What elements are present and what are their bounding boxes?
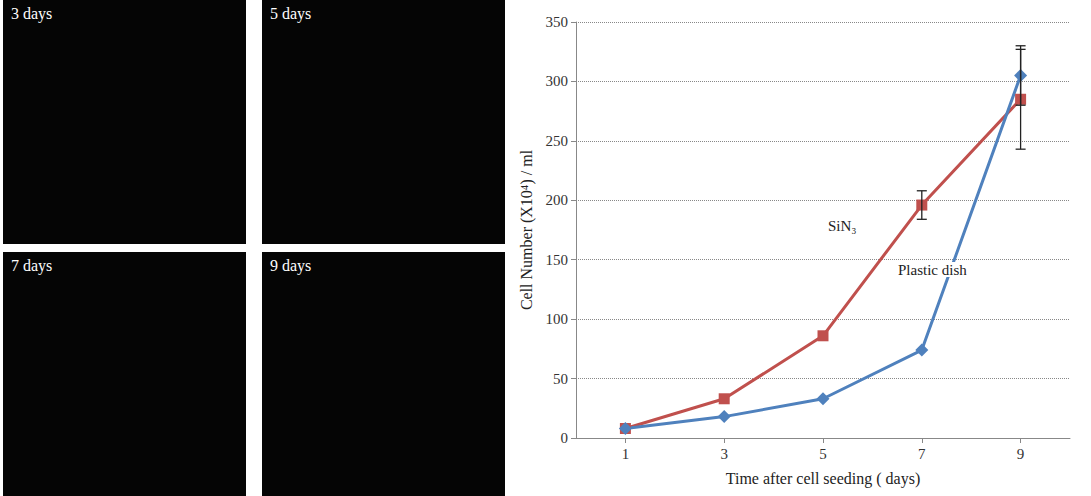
svg-text:3: 3: [720, 446, 728, 462]
html-text:9 days: 9 days: [270, 257, 312, 274]
svg-text:Cell Number (X10⁴) / ml: Cell Number (X10⁴) / ml: [518, 149, 536, 310]
html-text:3 days: 3 days: [11, 5, 53, 22]
svg-text:Plastic dish: Plastic dish: [898, 262, 967, 278]
svg-text:SiN₃: SiN₃: [828, 218, 857, 234]
svg-text:200: 200: [546, 192, 569, 208]
html-text:7 days: 7 days: [11, 257, 53, 274]
svg-text:300: 300: [546, 73, 569, 89]
svg-text:100: 100: [546, 311, 569, 327]
html-text:5 days: 5 days: [270, 5, 312, 22]
svg-text:5: 5: [819, 446, 827, 462]
svg-text:9: 9: [1017, 446, 1025, 462]
svg-text:0: 0: [561, 430, 569, 446]
svg-text:7: 7: [918, 446, 926, 462]
svg-text:350: 350: [546, 14, 569, 30]
svg-text:250: 250: [546, 133, 569, 149]
svg-text:1: 1: [622, 446, 630, 462]
svg-text:50: 50: [553, 371, 568, 387]
svg-text:Time after cell seeding ( days: Time after cell seeding ( days): [726, 470, 920, 488]
svg-text:150: 150: [546, 252, 569, 268]
